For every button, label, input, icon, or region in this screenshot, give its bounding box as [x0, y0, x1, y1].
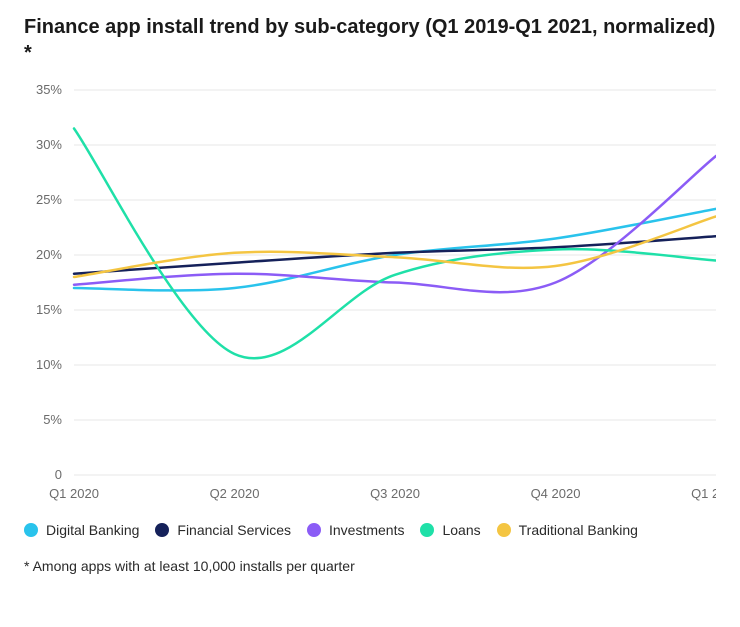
chart-container: Finance app install trend by sub-categor…	[0, 0, 740, 590]
legend-label: Digital Banking	[46, 522, 139, 538]
legend-item: Investments	[307, 522, 404, 538]
chart-footnote: * Among apps with at least 10,000 instal…	[24, 558, 716, 574]
chart-legend: Digital Banking Financial Services Investm…	[24, 522, 716, 538]
chart-title: Finance app install trend by sub-categor…	[24, 14, 716, 66]
x-axis-label: Q4 2020	[531, 486, 581, 501]
legend-swatch	[24, 523, 38, 537]
y-axis-label: 15%	[36, 302, 62, 317]
legend-item: Digital Banking	[24, 522, 139, 538]
legend-label: Loans	[442, 522, 480, 538]
y-axis-label: 20%	[36, 247, 62, 262]
series-line	[74, 156, 716, 292]
x-axis-label: Q1 2021	[691, 486, 716, 501]
x-axis-label: Q3 2020	[370, 486, 420, 501]
chart-plot-area: 0 5% 10% 15% 20% 25% 30% 35% Q1 2020 Q2 2020 Q3 20…	[24, 80, 716, 510]
legend-item: Loans	[420, 522, 480, 538]
y-axis-label: 30%	[36, 137, 62, 152]
x-axis-label: Q1 2020	[49, 486, 99, 501]
y-axis-label: 35%	[36, 82, 62, 97]
legend-swatch	[155, 523, 169, 537]
legend-swatch	[307, 523, 321, 537]
legend-swatch	[497, 523, 511, 537]
legend-label: Investments	[329, 522, 404, 538]
legend-item: Financial Services	[155, 522, 291, 538]
y-axis-label: 25%	[36, 192, 62, 207]
legend-swatch	[420, 523, 434, 537]
legend-label: Traditional Banking	[519, 522, 638, 538]
x-axis-label: Q2 2020	[210, 486, 260, 501]
y-axis-label: 10%	[36, 357, 62, 372]
y-axis-label: 5%	[43, 412, 62, 427]
legend-item: Traditional Banking	[497, 522, 638, 538]
chart-svg: 0 5% 10% 15% 20% 25% 30% 35% Q1 2020 Q2 2020 Q3 20…	[24, 80, 716, 510]
y-axis-label: 0	[55, 467, 62, 482]
legend-label: Financial Services	[177, 522, 291, 538]
